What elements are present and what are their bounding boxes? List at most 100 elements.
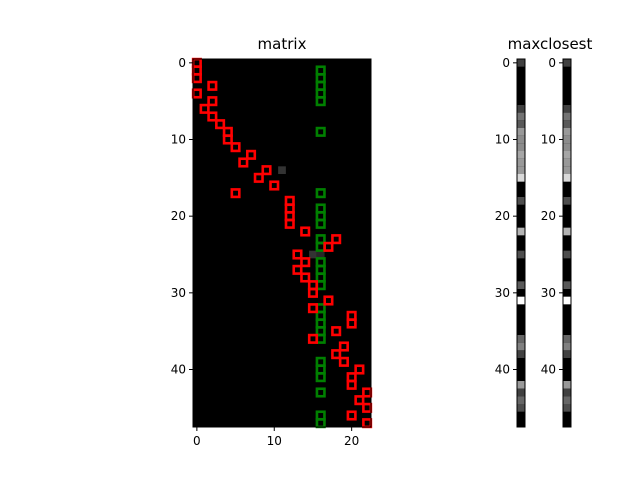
red-marker (292, 249, 303, 260)
red-marker (354, 395, 365, 406)
maxclosest-y-tick-label: 0 (502, 56, 510, 70)
red-marker (292, 264, 303, 275)
green-marker (315, 126, 326, 137)
red-marker (331, 349, 342, 360)
green-marker (315, 188, 326, 199)
matrix-y-tick-label: 30 (171, 286, 186, 300)
maxclosest-cell (517, 404, 525, 412)
maxclosest-cell (517, 388, 525, 397)
green-marker (315, 387, 326, 398)
maxclosest-cell (517, 59, 525, 67)
red-marker (230, 188, 241, 199)
red-marker (238, 157, 249, 168)
maxclosest-cell (563, 112, 571, 121)
maxclosest-cell (563, 59, 571, 67)
maxclosest-y-tick-label: 30 (495, 286, 510, 300)
red-marker (307, 333, 319, 344)
red-marker (346, 318, 357, 329)
maxclosest-cell (517, 197, 525, 205)
maxclosest-cell (517, 342, 525, 351)
red-marker (346, 379, 357, 390)
green-marker (315, 372, 326, 383)
maxclosest-cell (517, 112, 525, 121)
maxclosest-cell (517, 396, 525, 404)
red-marker (207, 96, 218, 107)
matrix-y-tick-label: 10 (171, 133, 186, 147)
red-marker (215, 119, 226, 130)
maxclosest-cell (563, 174, 571, 182)
maxclosest-y-tick-label: 20 (541, 209, 556, 223)
red-marker (300, 257, 311, 268)
red-marker (307, 303, 319, 314)
maxclosest-cell (517, 281, 525, 289)
maxclosest-cell (563, 128, 571, 136)
red-marker (199, 103, 210, 114)
maxclosest-y-tick-label: 10 (495, 133, 510, 147)
red-marker (253, 172, 264, 183)
maxclosest-cell (563, 105, 571, 113)
matrix-y-tick-label: 20 (171, 209, 186, 223)
maxclosest-cell (563, 158, 571, 167)
green-marker (315, 96, 326, 107)
maxclosest-cell (563, 197, 571, 205)
maxclosest-cell (563, 342, 571, 351)
maxclosest-cell (563, 396, 571, 404)
red-marker (323, 295, 334, 306)
matrix-y-tick-label: 0 (178, 56, 186, 70)
matrix-x-tick-label: 0 (193, 434, 201, 448)
maxclosest-cell (517, 296, 525, 305)
matrix-y-tick-label: 40 (171, 363, 186, 377)
red-marker (300, 226, 311, 237)
red-marker (307, 287, 319, 298)
maxclosest-y-tick-label: 40 (541, 363, 556, 377)
red-marker (338, 341, 349, 352)
matrix-background (193, 59, 371, 427)
maxclosest-cell (517, 227, 525, 236)
red-marker (331, 234, 342, 245)
red-marker (230, 142, 241, 153)
maxclosest-cell (517, 166, 525, 174)
red-marker (269, 180, 280, 191)
maxclosest-cell (517, 128, 525, 136)
matrix-title: matrix (258, 35, 307, 53)
maxclosest-cell (563, 166, 571, 174)
red-marker (300, 272, 311, 283)
maxclosest-cell (517, 381, 525, 389)
matrix-frame (192, 58, 372, 428)
maxclosest-background (563, 59, 571, 427)
maxclosest-y-tick-label: 20 (495, 209, 510, 223)
maxclosest-cell (563, 350, 571, 358)
maxclosest-y-tick-label: 0 (548, 56, 556, 70)
maxclosest-cell (563, 281, 571, 289)
maxclosest-cell (563, 151, 571, 159)
maxclosest-frame (516, 58, 526, 428)
red-marker (207, 80, 218, 91)
maxclosest-cell (517, 120, 525, 128)
red-marker (245, 149, 257, 160)
maxclosest-cell (563, 135, 571, 144)
maxclosest-frame (562, 58, 572, 428)
maxclosest-cell (563, 381, 571, 389)
maxclosest-title: maxclosest (508, 35, 593, 53)
maxclosest-cell (563, 120, 571, 128)
green-marker (315, 218, 326, 229)
maxclosest-cell (517, 350, 525, 358)
maxclosest-cell (563, 388, 571, 397)
red-marker (354, 364, 365, 375)
red-marker (261, 165, 272, 176)
maxclosest-cell (563, 227, 571, 236)
matrix-x-tick-label: 20 (344, 434, 359, 448)
maxclosest-y-tick-label: 10 (541, 133, 556, 147)
red-marker (284, 218, 295, 229)
matrix-cell (309, 250, 317, 259)
maxclosest-cell (563, 404, 571, 412)
maxclosest-cell (517, 174, 525, 182)
maxclosest-cell (517, 105, 525, 113)
maxclosest-cell (563, 335, 571, 343)
maxclosest-cell (517, 158, 525, 167)
maxclosest-y-tick-label: 30 (541, 286, 556, 300)
maxclosest-cell (563, 296, 571, 305)
matrix-cell (278, 166, 286, 174)
red-marker (207, 111, 218, 122)
